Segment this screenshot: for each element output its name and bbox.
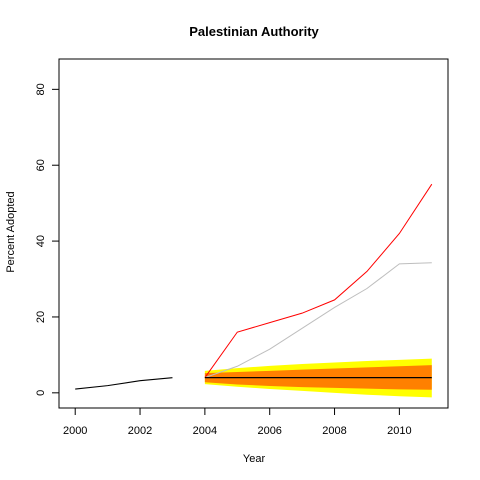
x-tick-label: 2002: [128, 425, 152, 437]
forecast-series-line-2: [204, 262, 432, 379]
plot-frame: [58, 58, 449, 409]
y-tick-label: 40: [35, 235, 47, 247]
y-axis-label: Percent Adopted: [5, 191, 17, 272]
chart-title: Palestinian Authority: [189, 24, 319, 39]
x-tick-label: 2008: [322, 425, 346, 437]
y-tick-label: 80: [35, 83, 47, 95]
x-tick-label: 2000: [63, 425, 87, 437]
y-axis: 0 20 40 60 80: [35, 83, 60, 396]
observed-series-line: [75, 377, 173, 390]
y-tick-label: 20: [35, 311, 47, 323]
x-axis-label: Year: [243, 453, 266, 465]
plot-layer: [75, 183, 433, 398]
x-tick-label: 2010: [387, 425, 411, 437]
x-axis: 2000 2002 2004 2006 2008 2010: [63, 407, 412, 437]
y-tick-label: 0: [35, 390, 47, 396]
x-tick-label: 2006: [257, 425, 281, 437]
y-tick-label: 60: [35, 159, 47, 171]
forecast-series-line-1: [204, 183, 433, 378]
x-tick-label: 2004: [193, 425, 217, 437]
